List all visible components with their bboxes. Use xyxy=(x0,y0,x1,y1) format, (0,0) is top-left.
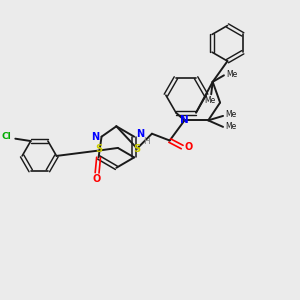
Text: O: O xyxy=(93,174,101,184)
Text: Me: Me xyxy=(226,70,238,79)
Text: N: N xyxy=(91,132,99,142)
Text: O: O xyxy=(184,142,193,152)
Text: N: N xyxy=(180,116,189,125)
Text: Me: Me xyxy=(226,122,237,131)
Text: Me: Me xyxy=(204,96,215,105)
Text: S: S xyxy=(96,144,103,154)
Text: N: N xyxy=(136,129,145,139)
Text: Cl: Cl xyxy=(2,132,11,141)
Text: S: S xyxy=(134,143,141,154)
Text: H: H xyxy=(143,136,150,146)
Text: Me: Me xyxy=(226,110,237,119)
